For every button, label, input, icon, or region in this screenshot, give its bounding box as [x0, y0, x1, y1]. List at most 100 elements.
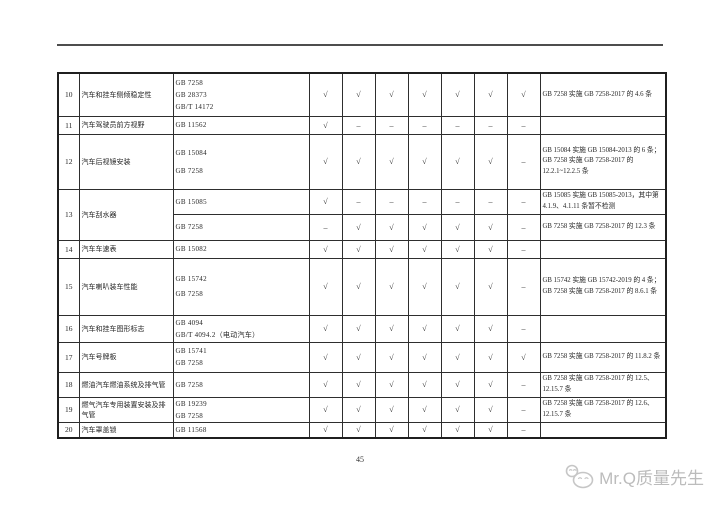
- check-cell: √: [407, 371, 442, 398]
- table-row: 20 汽车罩盖锁 GB 11568 √ √ √ √ √ √ –: [57, 421, 667, 439]
- standard-line: GB 15085: [175, 197, 207, 206]
- check-cell: √: [407, 341, 442, 373]
- standard-cell: GB 15085: [172, 188, 310, 215]
- standard-cell: GB 4094 GB/T 4094.2（电动汽车）: [172, 314, 310, 343]
- standard-cell: GB 7258 GB 28373 GB/T 14172: [172, 72, 310, 117]
- standard-line: GB 19239: [175, 399, 207, 408]
- table-row: 16 汽车和挂车图形标志 GB 4094 GB/T 4094.2（电动汽车） √…: [57, 314, 667, 343]
- check-cell: –: [473, 188, 508, 215]
- check-cell: √: [473, 257, 508, 316]
- item-name: 汽车喇叭装车性能: [81, 282, 138, 291]
- standard-line: GB 7258: [175, 223, 204, 231]
- check-cell: –: [407, 115, 442, 135]
- check-cell: √: [341, 371, 376, 398]
- note-line: GB 7258 实施 GB 7258-2017 的 12.5、12.15.7 条: [542, 375, 654, 393]
- table-row: GB 7258 – √ √ √ √ √ – GB 7258 实施 GB 7258…: [58, 213, 667, 241]
- check-cell: √: [473, 133, 508, 190]
- note-cell: GB 7258 实施 GB 7258-2017 的 12.5、12.15.7 条: [539, 371, 667, 398]
- check-cell: √: [473, 314, 508, 343]
- check-cell: –: [440, 188, 475, 215]
- standard-line: GB 4094: [175, 318, 204, 327]
- standard-line: GB 15082: [175, 245, 207, 253]
- table-row: 18 燃油汽车燃油系统及排气管 GB 7258 √ √ √ √ √ √ – GB…: [57, 371, 667, 398]
- item-name: 汽车后视镜安装: [81, 157, 131, 166]
- row-number-cell: 18: [57, 371, 80, 398]
- check-cell: √: [341, 396, 376, 423]
- watermark-logo-icon: [564, 463, 594, 489]
- table-row: 17 汽车号牌板 GB 15741 GB 7258 √ √ √ √ √ √ √ …: [57, 341, 667, 373]
- check-cell: √: [374, 257, 409, 316]
- item-name-cell: 汽车后视镜安装: [78, 133, 174, 190]
- item-name: 汽车和挂车侧倾稳定性: [81, 90, 152, 99]
- header-rule: [57, 44, 663, 46]
- table-row: 15 汽车喇叭装车性能 GB 15742 GB 7258 √ √ √ √ √ √…: [57, 257, 667, 316]
- item-name: 汽车罩盖锁: [81, 425, 117, 434]
- check-cell: √: [407, 133, 442, 190]
- standard-line: GB 15742: [175, 275, 207, 283]
- check-cell: √: [308, 421, 343, 439]
- standard-cell: GB 11568: [172, 421, 310, 439]
- check-cell: √: [308, 133, 343, 190]
- standard-line: GB 7258: [175, 380, 204, 389]
- check-cell: –: [506, 396, 541, 423]
- table-row: 11 汽车驾驶员前方视野 GB 11562 √ – – – – – –: [57, 115, 667, 135]
- item-name-cell: 汽车号牌板: [78, 341, 174, 373]
- check-cell: √: [440, 314, 475, 343]
- check-cell: √: [407, 213, 442, 241]
- standard-cell: GB 15082: [172, 239, 310, 259]
- check-cell: √: [407, 396, 442, 423]
- check-cell: √: [440, 396, 475, 423]
- note-line: GB 7258 实施 GB 7258-2017 的 4.6 条: [542, 90, 653, 98]
- standard-line: GB/T 4094.2（电动汽车）: [175, 330, 260, 339]
- check-cell: √: [407, 314, 442, 343]
- check-cell: √: [308, 314, 343, 343]
- standard-line: GB 11562: [175, 121, 207, 129]
- check-cell: √: [440, 341, 475, 373]
- check-cell: √: [473, 421, 508, 439]
- note-cell: [539, 239, 667, 259]
- note-cell: [539, 314, 667, 343]
- check-cell: √: [374, 213, 409, 241]
- check-cell: √: [374, 72, 409, 117]
- check-cell: √: [473, 341, 508, 373]
- check-cell: –: [506, 239, 541, 259]
- table-row: 14 汽车车速表 GB 15082 √ √ √ √ √ √ –: [57, 239, 667, 259]
- check-cell: √: [374, 396, 409, 423]
- item-name-cell: 汽车罩盖锁: [78, 421, 174, 439]
- row-number-cell: 16: [57, 314, 80, 343]
- check-cell: –: [341, 115, 376, 135]
- note-line: GB 7258 实施 GB 7258-2017 的 11.8.2 条: [542, 352, 661, 360]
- note-line: GB 7258 实施 GB 7258-2017 的 8.6.1 条: [542, 287, 658, 295]
- check-cell: √: [308, 188, 343, 215]
- item-name: 燃气汽车专用装置安装及排气管: [81, 400, 166, 419]
- check-cell: √: [473, 72, 508, 117]
- table-row: 19 燃气汽车专用装置安装及排气管 GB 19239 GB 7258 √ √ √…: [57, 396, 667, 423]
- note-cell: [539, 421, 667, 439]
- note-cell: GB 7258 实施 GB 7258-2017 的 12.3 条: [539, 213, 667, 241]
- note-cell: GB 7258 实施 GB 7258-2017 的 12.6、12.15.7 条: [539, 396, 667, 423]
- check-cell: √: [440, 421, 475, 439]
- standard-line: GB 7258: [175, 290, 204, 298]
- note-line: GB 7258 实施 GB 7258-2017 的 12.2.1~12.2.5 …: [542, 157, 634, 175]
- check-cell: √: [473, 239, 508, 259]
- standard-cell: GB 7258: [172, 371, 310, 398]
- table-row: 10 汽车和挂车侧倾稳定性 GB 7258 GB 28373 GB/T 1417…: [57, 72, 667, 117]
- note-line: GB 15084 实施 GB 15084-2013 的 6 条；: [542, 146, 661, 154]
- item-name-cell: 汽车和挂车图形标志: [78, 314, 174, 343]
- standard-cell: GB 15741 GB 7258: [172, 341, 310, 373]
- check-cell: √: [374, 239, 409, 259]
- check-cell: –: [308, 213, 343, 241]
- standard-cell: GB 11562: [172, 115, 310, 135]
- check-cell: √: [341, 133, 376, 190]
- standard-line: GB 7258: [175, 359, 204, 367]
- standard-line: GB 7258: [175, 411, 204, 420]
- check-cell: √: [407, 257, 442, 316]
- item-name: 汽车刮水器: [81, 210, 117, 219]
- check-cell: √: [506, 72, 541, 117]
- note-cell: GB 15742 实施 GB 15742-2019 的 4 条； GB 7258…: [539, 257, 667, 316]
- page-number: 45: [356, 455, 364, 464]
- check-cell: √: [407, 72, 442, 117]
- standard-line: GB 7258: [175, 166, 204, 175]
- check-cell: √: [440, 239, 475, 259]
- check-cell: √: [374, 371, 409, 398]
